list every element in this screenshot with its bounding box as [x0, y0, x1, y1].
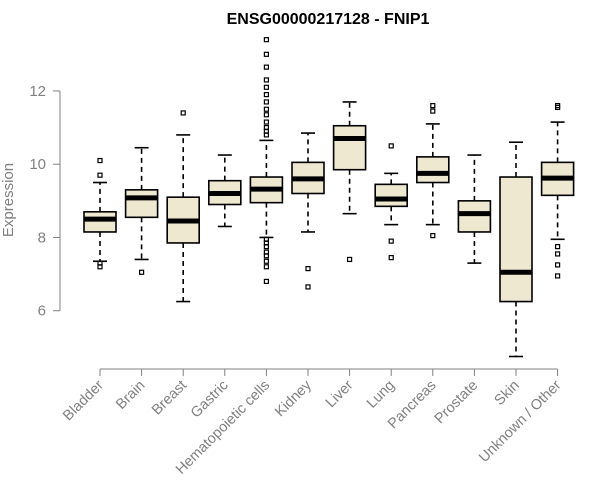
box-hematopoietic-cells	[249, 37, 284, 285]
outlier-point	[263, 124, 269, 131]
y-tick-label: 12	[29, 83, 46, 100]
outlier-point	[388, 238, 394, 244]
outlier-point	[263, 99, 269, 105]
x-tick-label: Bladder	[60, 377, 107, 424]
outlier-point	[554, 273, 561, 279]
outlier-point	[388, 143, 394, 149]
outlier-point	[554, 244, 561, 250]
box-lung	[374, 143, 409, 261]
outlier-point	[263, 77, 269, 83]
outlier-point	[263, 264, 269, 270]
y-tick-label: 6	[38, 303, 46, 320]
box-kidney	[291, 132, 325, 290]
x-tick-label: Lung	[364, 378, 398, 412]
box-series	[83, 37, 575, 358]
outlier-point	[305, 284, 311, 290]
x-tick-label: Breast	[149, 378, 190, 419]
y-axis: 6 8 10 12	[29, 83, 61, 320]
box-iqr	[457, 200, 492, 233]
box-unknown-other	[540, 102, 575, 279]
box-pancreas	[415, 102, 450, 239]
outlier-point	[263, 112, 269, 118]
x-tick-label: Liver	[323, 377, 357, 411]
box-liver	[332, 101, 367, 263]
x-tick-label: Brain	[113, 378, 148, 413]
outlier-point	[97, 157, 103, 164]
outlier-point	[263, 37, 269, 43]
outlier-point	[554, 262, 561, 268]
outlier-point	[97, 260, 103, 266]
outlier-point	[263, 258, 269, 264]
box-iqr	[124, 189, 159, 219]
outlier-point	[263, 64, 269, 70]
outlier-point	[263, 51, 269, 57]
x-tick-label: Prostate	[432, 378, 481, 427]
y-axis-label: Expression	[0, 163, 17, 237]
outlier-point	[430, 233, 436, 239]
box-iqr	[415, 156, 450, 184]
outlier-point	[263, 278, 269, 285]
box-breast	[166, 110, 200, 303]
chart-title: ENSG00000217128 - FNIP1	[227, 11, 430, 28]
outlier-point	[180, 110, 186, 116]
outlier-point	[430, 102, 436, 109]
y-tick-label: 10	[29, 156, 46, 173]
outlier-point	[305, 265, 311, 272]
outlier-point	[263, 84, 269, 90]
outlier-point	[263, 119, 269, 125]
box-iqr	[332, 124, 367, 171]
x-tick-label: Kidney	[272, 377, 315, 420]
outlier-point	[554, 102, 561, 109]
box-iqr	[83, 211, 117, 233]
outlier-point	[263, 236, 269, 242]
outlier-point	[97, 172, 103, 178]
outlier-point	[554, 251, 561, 257]
outlier-point	[263, 92, 269, 98]
box-iqr	[374, 183, 409, 208]
outlier-point	[263, 249, 269, 255]
box-iqr	[499, 176, 533, 303]
y-tick-label: 8	[38, 229, 46, 246]
outlier-point	[430, 108, 436, 114]
box-prostate	[457, 154, 492, 264]
box-bladder	[83, 157, 117, 270]
outlier-point	[347, 256, 353, 263]
box-gastric	[208, 154, 242, 228]
outlier-point	[388, 255, 394, 261]
outlier-point	[139, 269, 145, 275]
box-brain	[124, 146, 159, 275]
x-tick-label: Skin	[492, 378, 523, 409]
box-skin	[499, 141, 533, 358]
outlier-point	[263, 106, 269, 112]
